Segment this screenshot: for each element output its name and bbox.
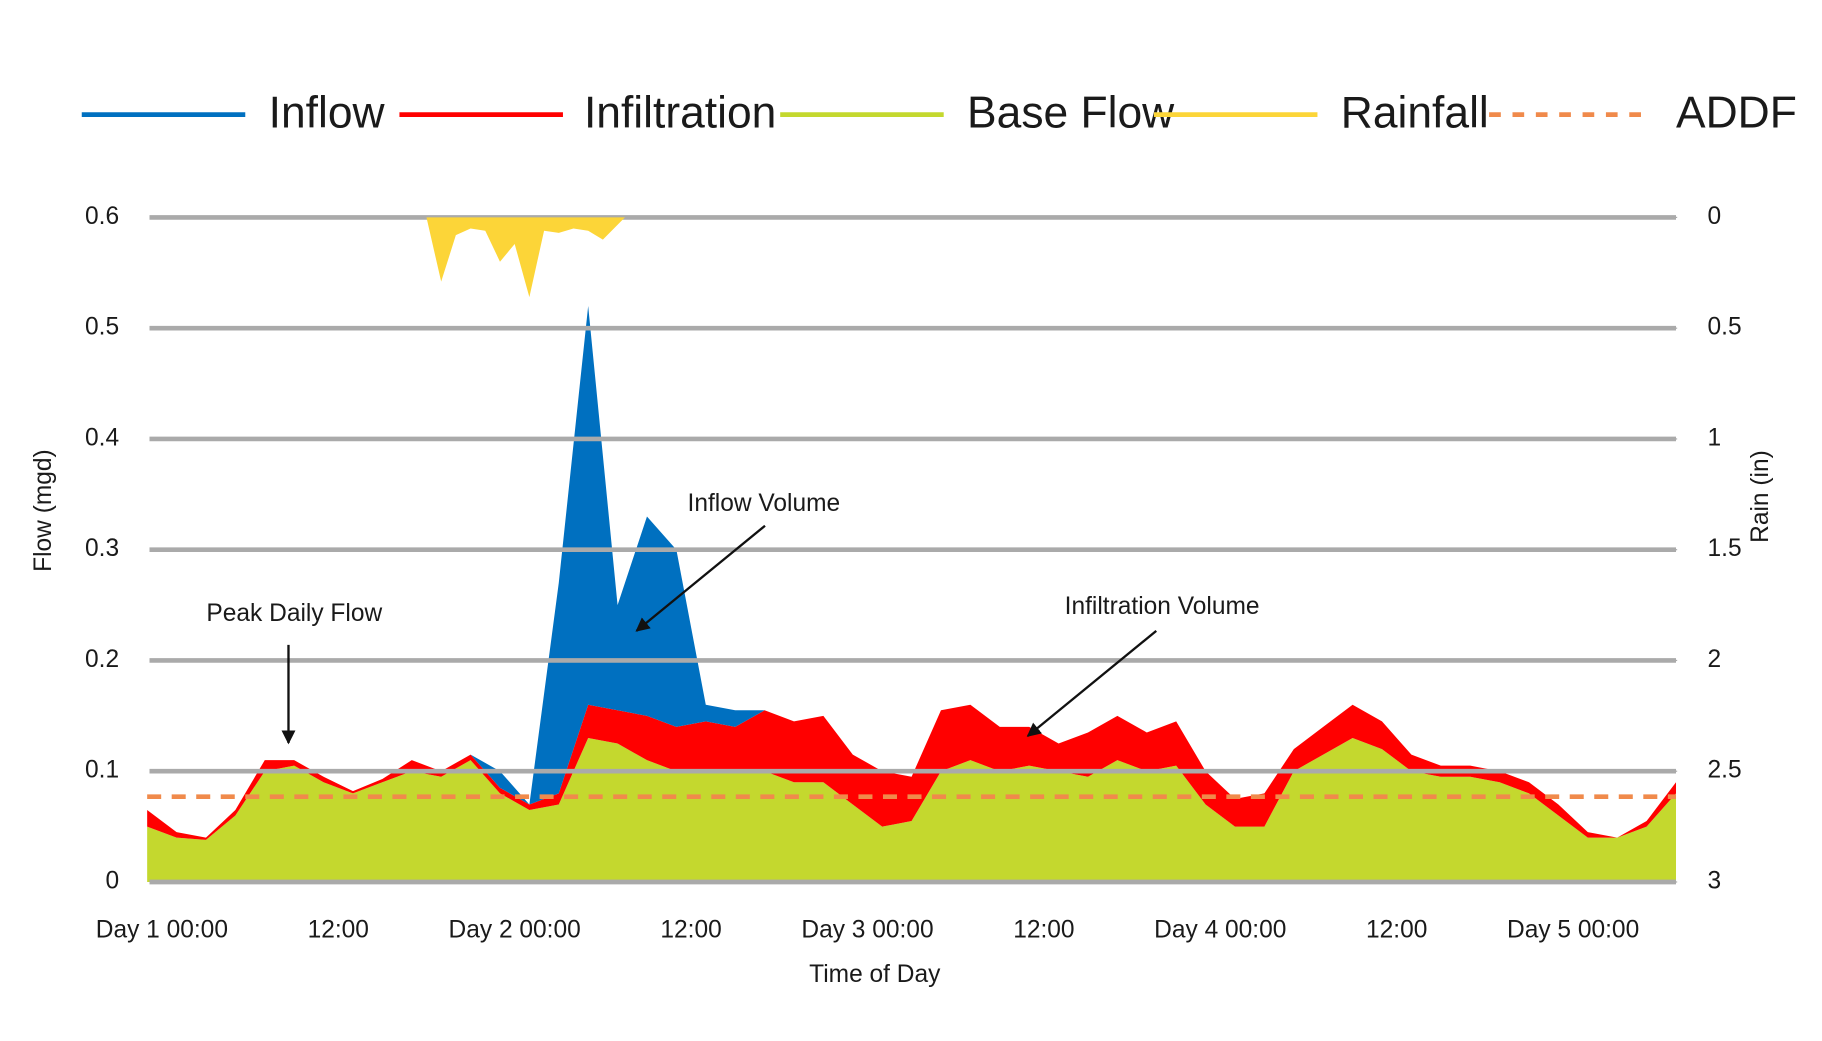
y-axis-label: Flow (mgd) bbox=[30, 449, 57, 572]
y-tick-label: 0.3 bbox=[85, 535, 119, 562]
area-inflow bbox=[147, 306, 1677, 838]
x-axis-label: Time of Day bbox=[809, 961, 941, 988]
legend-label: Rainfall bbox=[1341, 89, 1489, 138]
annotation: Infiltration Volume bbox=[1065, 593, 1260, 620]
legend-label: Base Flow bbox=[967, 89, 1175, 138]
y2-tick-label: 2 bbox=[1708, 646, 1722, 673]
x-tick-label: Day 4 00:00 bbox=[1154, 917, 1286, 944]
rainfall-area bbox=[426, 217, 625, 298]
y2-tick-label: 0 bbox=[1708, 203, 1722, 230]
y2-tick-label: 1 bbox=[1708, 424, 1722, 451]
plot-area bbox=[147, 306, 1677, 882]
y-tick-label: 0.2 bbox=[85, 646, 119, 673]
area-infiltration bbox=[147, 704, 1677, 840]
x-tick-label: Day 1 00:00 bbox=[96, 917, 228, 944]
y-tick-label: 0.4 bbox=[85, 424, 119, 451]
annotation-arrow bbox=[635, 524, 766, 632]
x-tick-label: Day 5 00:00 bbox=[1507, 917, 1639, 944]
y2-tick-label: 0.5 bbox=[1708, 314, 1742, 341]
y-tick-label: 0.5 bbox=[85, 314, 119, 341]
x-tick-label: 12:00 bbox=[660, 917, 721, 944]
y2-tick-label: 3 bbox=[1708, 867, 1722, 894]
y-tick-label: 0.6 bbox=[85, 203, 119, 230]
y2-tick-label: 1.5 bbox=[1708, 535, 1742, 562]
legend-label: Inflow bbox=[269, 89, 386, 138]
y2-axis-label: Rain (in) bbox=[1747, 450, 1774, 543]
x-tick-label: 12:00 bbox=[308, 917, 369, 944]
annotation: Inflow Volume bbox=[688, 490, 841, 517]
x-tick-label: Day 2 00:00 bbox=[449, 917, 581, 944]
grid bbox=[149, 215, 1677, 885]
area-base-flow bbox=[147, 737, 1677, 882]
y-tick-label: 0.1 bbox=[85, 757, 119, 784]
y2-tick-label: 2.5 bbox=[1708, 757, 1742, 784]
x-tick-label: 12:00 bbox=[1013, 917, 1074, 944]
annotation: Peak Daily Flow bbox=[206, 600, 382, 627]
x-tick-label: Day 3 00:00 bbox=[801, 917, 933, 944]
y-tick-label: 0 bbox=[105, 867, 119, 894]
x-tick-label: 12:00 bbox=[1366, 917, 1427, 944]
legend-label: Infiltration bbox=[584, 89, 776, 138]
annotation-arrow bbox=[1026, 629, 1158, 737]
legend-label: ADDF bbox=[1676, 89, 1797, 138]
